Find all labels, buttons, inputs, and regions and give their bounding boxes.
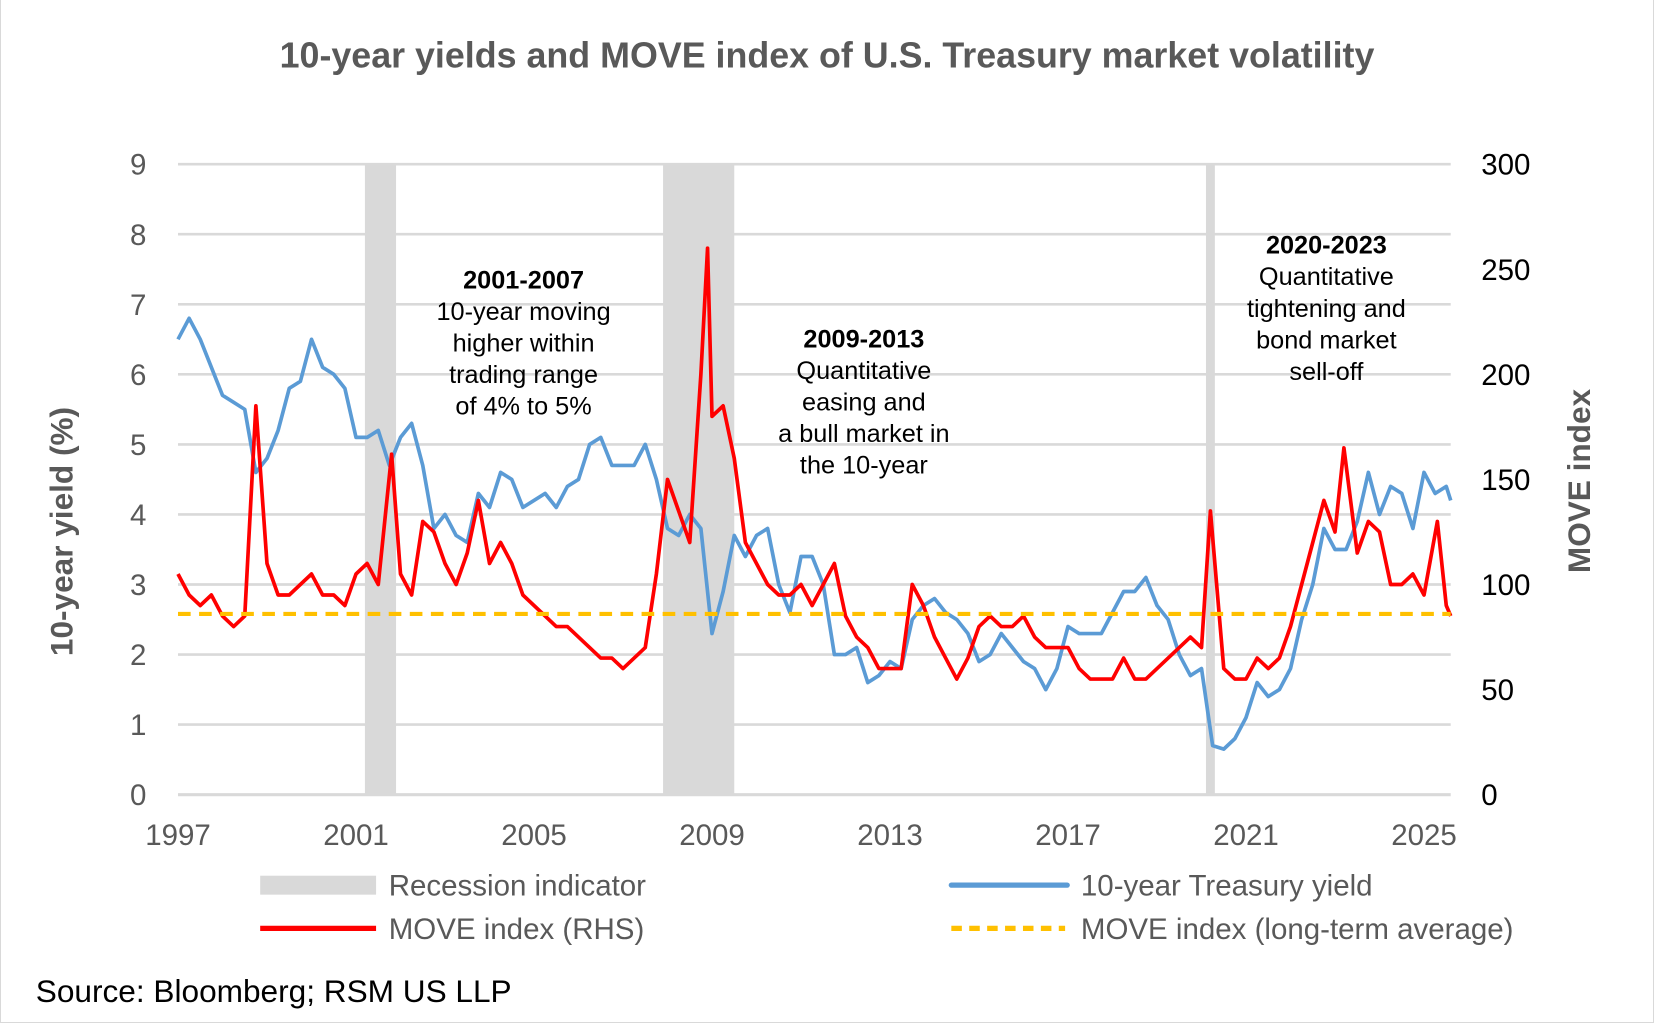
y2-tick-label: 200	[1481, 359, 1530, 392]
recession-band	[364, 164, 397, 795]
y-tick-label: 5	[130, 429, 146, 462]
annotation-line: Quantitative	[796, 357, 931, 385]
legend-label-recession: Recession indicator	[389, 870, 646, 903]
legend: Recession indicator 10-year Treasury yie…	[260, 870, 1514, 946]
x-tick-label: 2005	[501, 819, 567, 852]
legend-label-average: MOVE index (long-term average)	[1081, 913, 1514, 946]
y-tick-label: 6	[130, 359, 146, 392]
annotation-line: tightening and	[1247, 295, 1406, 323]
y-axis-label: 10-year yield (%)	[44, 407, 80, 656]
legend-label-yield: 10-year Treasury yield	[1081, 870, 1373, 903]
recession-bands	[364, 164, 1215, 795]
y2-tick-label: 150	[1481, 464, 1530, 497]
y2-tick-label: 250	[1481, 254, 1530, 287]
annotation-line: higher within	[453, 330, 595, 358]
annotation-heading: 2001-2007	[463, 266, 584, 294]
annotation-line: a bull market in	[778, 420, 949, 448]
y-tick-label: 9	[130, 149, 146, 182]
y2-tick-label: 100	[1481, 569, 1530, 602]
series-lines	[176, 246, 1453, 751]
annotation-line: of 4% to 5%	[455, 393, 591, 421]
x-tick-label: 1997	[145, 819, 211, 852]
x-tick-label: 2001	[323, 819, 389, 852]
y-tick-label: 3	[130, 569, 146, 602]
y-tick-label: 0	[130, 779, 146, 812]
annotation-heading: 2009-2013	[803, 325, 924, 353]
annotation-heading: 2020-2023	[1266, 232, 1387, 260]
gridlines	[178, 162, 1451, 797]
tick-labels: 0 1 2 3 4 5 6 7 8 9 0 50 100 150 200 250 300 1997 2001 2005…	[130, 149, 1530, 852]
legend-swatch-recession	[260, 875, 377, 895]
source-note: Source: Bloomberg; RSM US LLP	[36, 973, 512, 1009]
x-tick-label: 2009	[679, 819, 745, 852]
y-tick-label: 4	[130, 499, 146, 532]
y-tick-label: 7	[130, 289, 146, 322]
x-tick-label: 2017	[1035, 819, 1101, 852]
legend-label-move: MOVE index (RHS)	[389, 913, 645, 946]
y2-tick-label: 300	[1481, 149, 1530, 182]
recession-band	[663, 164, 735, 795]
y-tick-label: 2	[130, 639, 146, 672]
recession-band	[1205, 164, 1215, 795]
y2-tick-label: 50	[1481, 674, 1514, 707]
move-line	[176, 246, 1453, 681]
x-tick-label: 2013	[857, 819, 923, 852]
y-tick-label: 8	[130, 219, 146, 252]
annotations: 2001-2007 10-year moving higher within trad…	[436, 232, 1405, 480]
annotation-line: easing and	[802, 388, 926, 416]
chart-title: 10-year yields and MOVE index of U.S. Tr…	[280, 35, 1375, 75]
annotation-line: the 10-year	[800, 452, 928, 480]
y-tick-label: 1	[130, 709, 146, 742]
annotation-line: 10-year moving	[436, 298, 610, 326]
annotation-line: Quantitative	[1259, 263, 1394, 291]
annotation-line: trading range	[449, 361, 598, 389]
x-tick-label: 2021	[1213, 819, 1279, 852]
annotation-line: sell-off	[1289, 358, 1364, 386]
y2-axis-label: MOVE index	[1561, 388, 1597, 573]
x-tick-label: 2025	[1391, 819, 1457, 852]
y2-tick-label: 0	[1481, 779, 1497, 812]
annotation-line: bond market	[1256, 326, 1397, 354]
